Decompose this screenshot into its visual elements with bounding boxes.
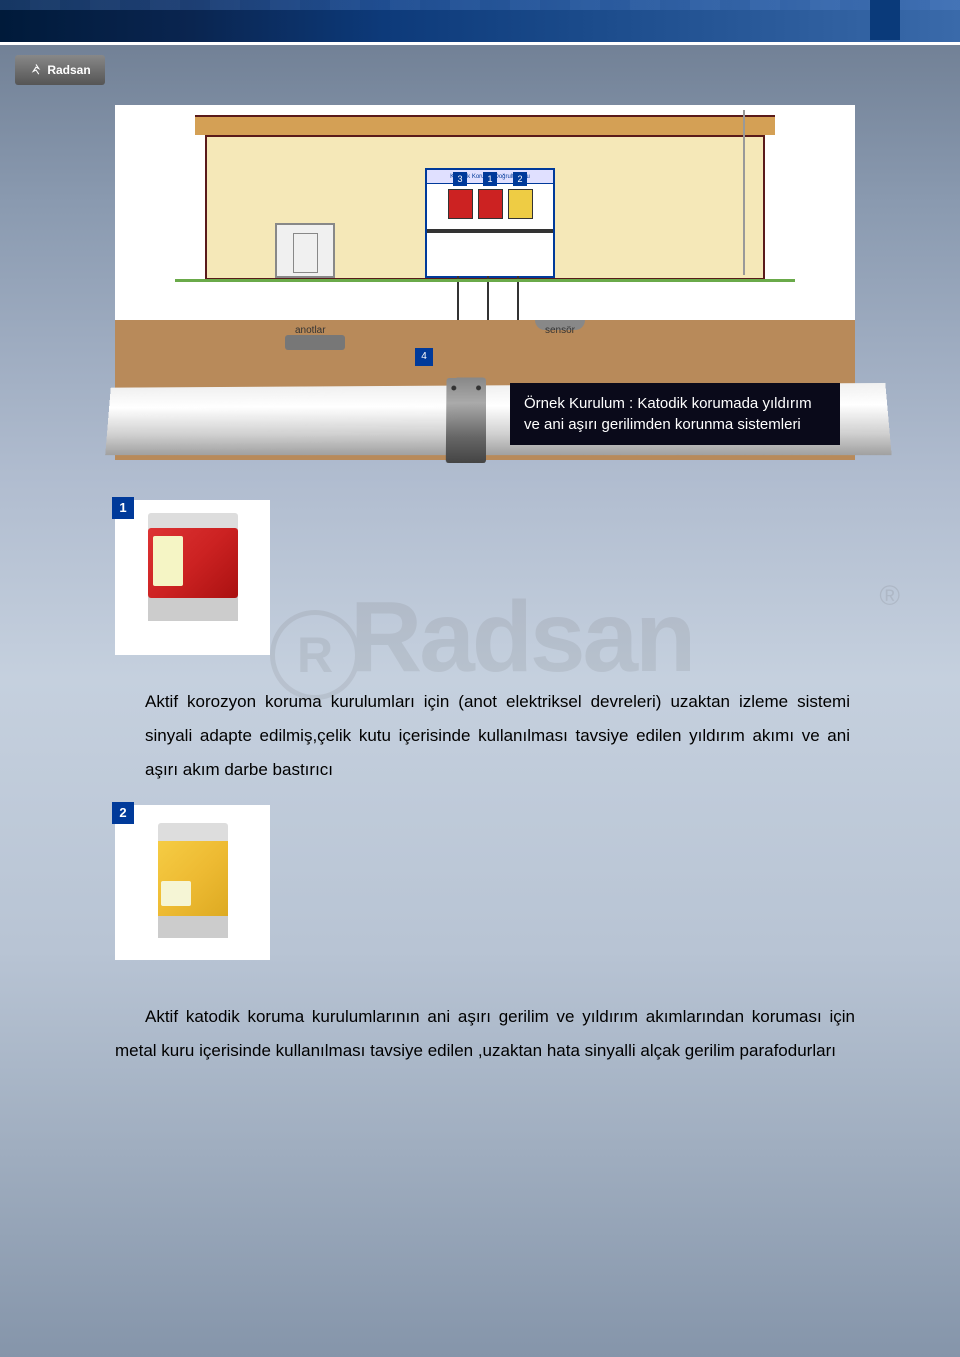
electrical-panel: Katodik Koruma Doğrultucusu 3 1 2 xyxy=(425,168,555,278)
logo-text: Radsan xyxy=(47,63,90,77)
component-3: 3 xyxy=(448,189,473,219)
installation-diagram: Katodik Koruma Doğrultucusu 3 1 2 xyxy=(115,105,855,460)
device-red-base xyxy=(148,596,238,621)
wire-2 xyxy=(487,276,489,326)
paragraph-1-text: Aktif korozyon koruma kurulumları için (… xyxy=(145,692,850,779)
anode-label: anotlar xyxy=(295,325,326,336)
tag-3: 3 xyxy=(453,172,467,186)
device-red-body xyxy=(148,528,238,598)
watermark-logo-letter: R xyxy=(297,626,333,684)
paragraph-2-text: Aktif katodik koruma kurulumlarının ani … xyxy=(115,1000,855,1068)
diagram-caption: Örnek Kurulum : Katodik korumada yıldırı… xyxy=(510,383,840,445)
paragraph-1: Aktif korozyon koruma kurulumları için (… xyxy=(145,685,850,787)
top-banner xyxy=(0,0,960,45)
watermark-text: Radsan xyxy=(350,581,693,693)
diagram-above-ground: Katodik Koruma Doğrultucusu 3 1 2 xyxy=(115,105,855,320)
ground-line xyxy=(175,279,795,282)
product-1-number: 1 xyxy=(112,497,134,519)
panel-components: 3 1 2 xyxy=(427,184,553,224)
brand-logo: Radsan xyxy=(15,55,105,85)
device-yellow-base xyxy=(158,916,228,938)
paragraph-2: Aktif katodik koruma kurulumlarının ani … xyxy=(115,1000,855,1068)
lightning-rod xyxy=(743,110,745,275)
red-surge-device xyxy=(148,528,238,628)
busbar xyxy=(427,229,553,233)
device-yellow-label xyxy=(161,881,191,906)
product-2-number: 2 xyxy=(112,802,134,824)
device-red-label xyxy=(153,536,183,586)
device-yellow-top xyxy=(158,823,228,841)
sensor-label: sensör xyxy=(545,325,575,336)
tag-1: 1 xyxy=(483,172,497,186)
tag-2: 2 xyxy=(513,172,527,186)
door-inner xyxy=(293,233,318,273)
component-1: 1 xyxy=(478,189,503,219)
device-yellow-body xyxy=(158,841,228,916)
product-image-2: 2 xyxy=(115,805,270,960)
product-image-1: 1 xyxy=(115,500,270,655)
logo-icon xyxy=(29,63,43,77)
building: Katodik Koruma Doğrultucusu 3 1 2 xyxy=(175,115,795,310)
component-2: 2 xyxy=(508,189,533,219)
diagram-underground: anotlar sensör 4 Örnek Kurulum : Katodik… xyxy=(115,320,855,460)
wire-1 xyxy=(457,276,459,326)
pipe-flange xyxy=(446,378,486,464)
door xyxy=(275,223,335,278)
roof xyxy=(195,115,775,135)
anode xyxy=(285,335,345,350)
banner-tab xyxy=(870,0,900,40)
yellow-surge-device xyxy=(158,823,228,943)
tag-4: 4 xyxy=(415,348,433,366)
watermark-registered: ® xyxy=(879,580,900,612)
wire-3 xyxy=(517,276,519,326)
